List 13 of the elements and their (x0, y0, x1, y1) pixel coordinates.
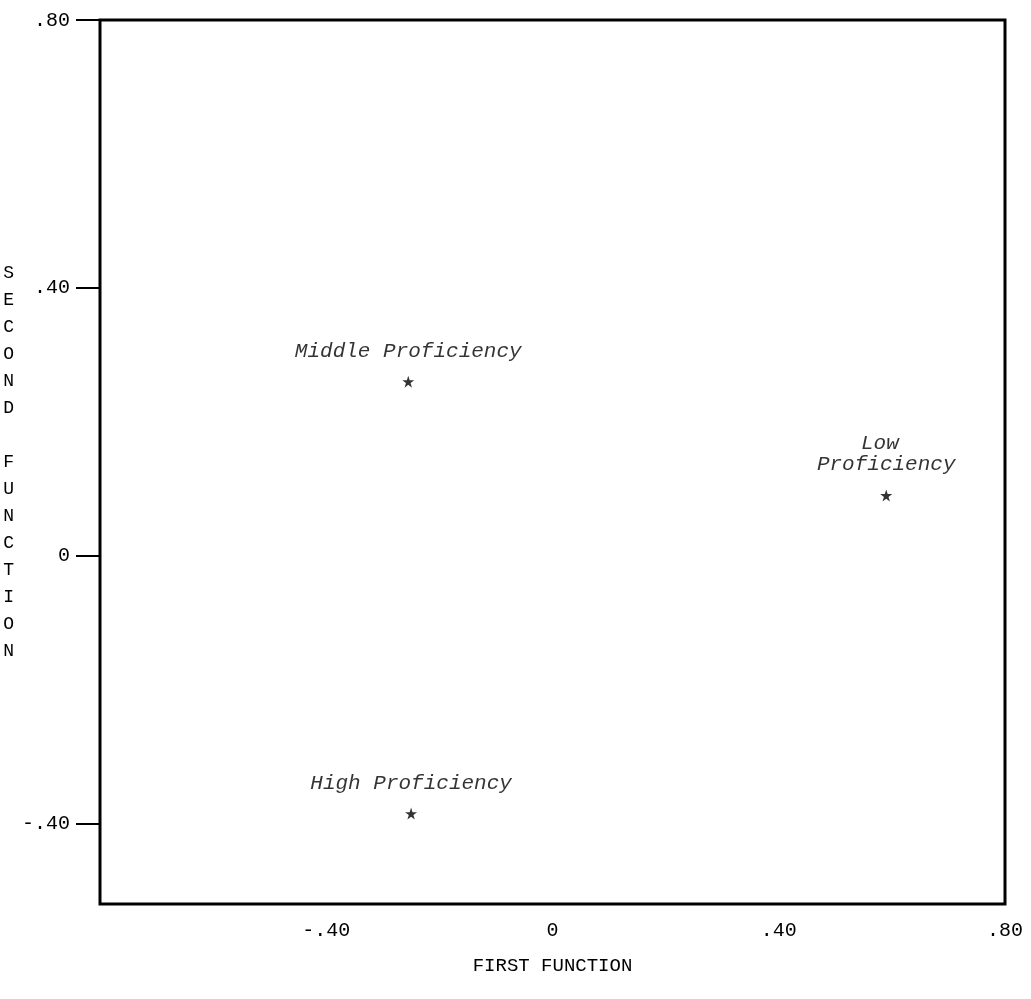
y-tick-label: 0 (57, 544, 70, 568)
series-label: Middle Proficiency (294, 339, 523, 363)
x-tick-label: .80 (986, 918, 1024, 942)
y-tick-label: .80 (33, 8, 70, 32)
y-tick-label: .40 (33, 276, 70, 300)
x-tick-label: 0 (546, 918, 559, 942)
x-tick-label: .40 (760, 918, 797, 942)
series-label: Low Proficiency (816, 432, 956, 477)
x-axis-title: FIRST FUNCTION (472, 954, 633, 977)
x-tick-label: -.40 (302, 918, 351, 942)
text: SECOND FUNCTION (3, 263, 14, 661)
series-label: High Proficiency (310, 771, 513, 795)
y-tick-label: -.40 (21, 812, 70, 836)
